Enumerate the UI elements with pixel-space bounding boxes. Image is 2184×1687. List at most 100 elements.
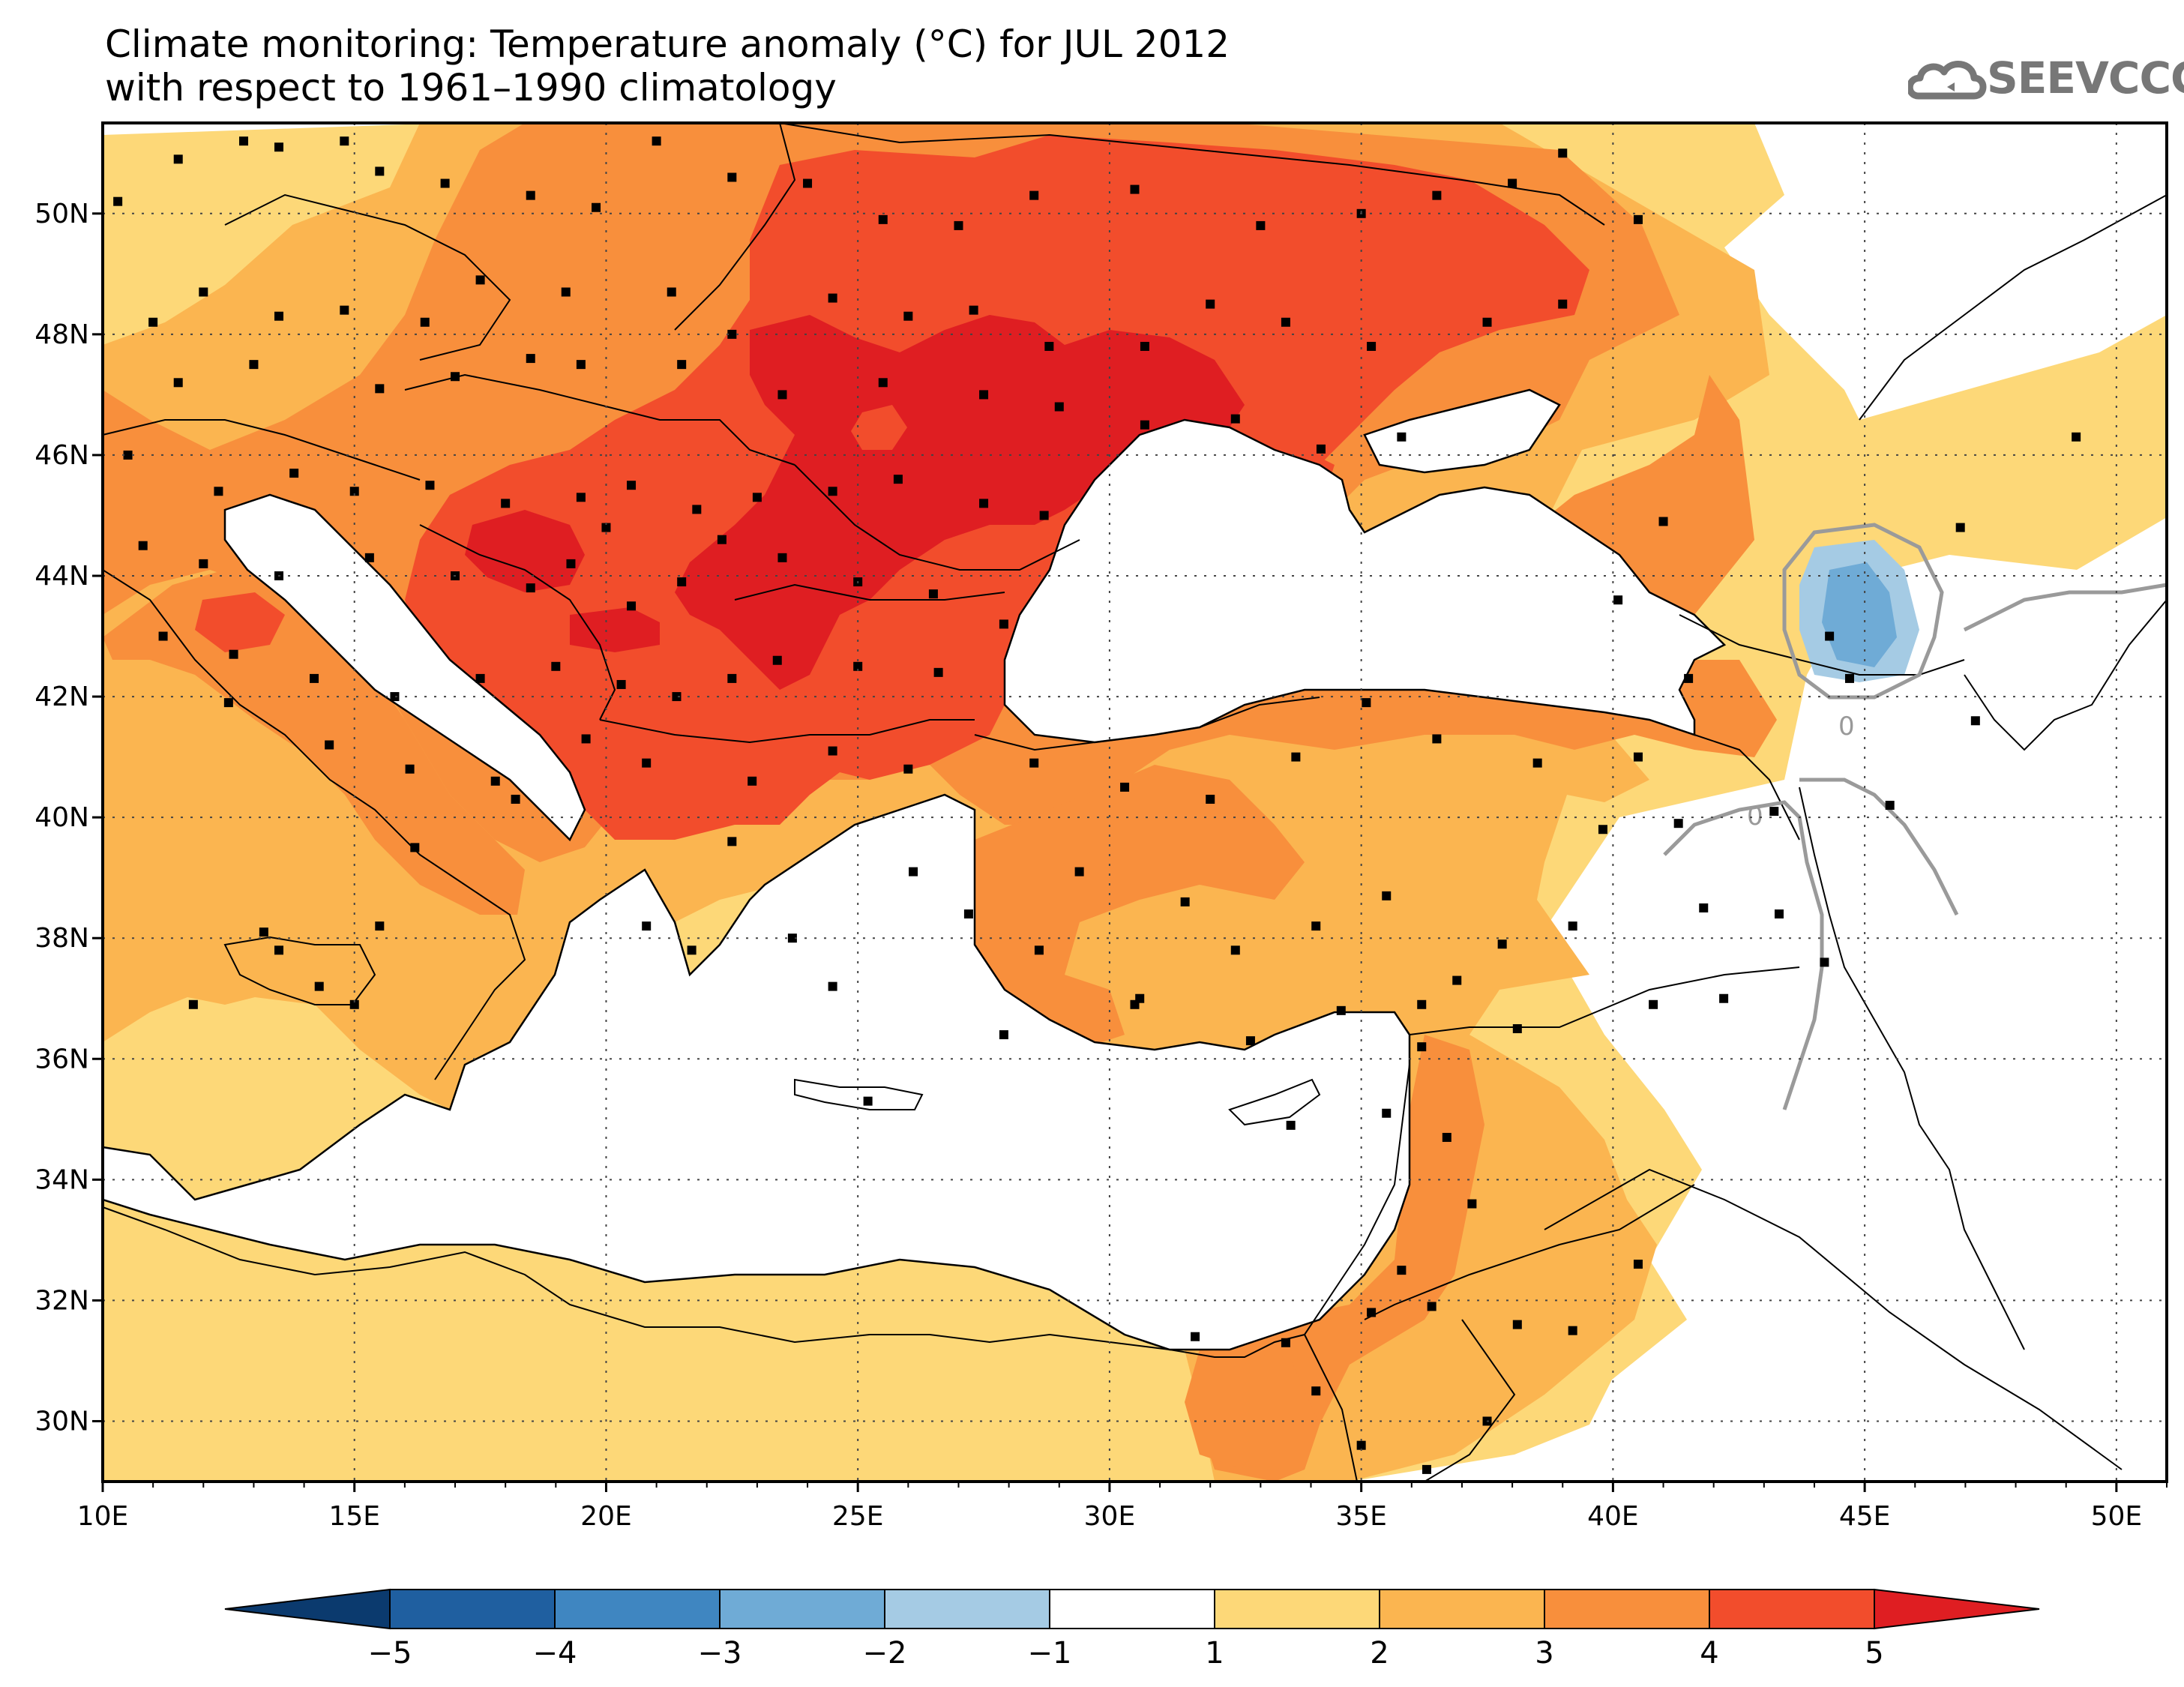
station-marker <box>274 142 284 152</box>
station-marker <box>364 553 374 562</box>
zero-contour-line-1 <box>1782 523 1944 700</box>
station-marker <box>903 764 913 774</box>
y-axis: 30N 32N 34N 36N 38N 40N 42N 44N 46N 48N 50N <box>34 199 103 1437</box>
station-marker <box>561 287 571 297</box>
station-marker <box>627 481 637 490</box>
border-turkey-east <box>1694 734 1800 841</box>
station-marker <box>576 493 586 502</box>
colorbar-label: −2 <box>863 1636 907 1671</box>
station-marker <box>1598 825 1607 835</box>
station-marker <box>1719 993 1729 1003</box>
station-marker <box>1281 1338 1290 1347</box>
station-marker <box>1336 1005 1346 1015</box>
station-marker <box>1558 299 1568 309</box>
station-marker <box>1397 1266 1407 1275</box>
y-tick-label: 34N <box>34 1164 89 1195</box>
border-caucasus <box>1679 614 1965 676</box>
station-marker <box>1356 1440 1366 1450</box>
station-marker <box>1467 1199 1477 1209</box>
station-marker <box>1649 999 1658 1009</box>
station-marker <box>1230 414 1240 424</box>
station-marker <box>340 136 349 146</box>
station-marker <box>188 999 198 1009</box>
station-marker <box>1955 523 1965 532</box>
anomaly-area-3-4-turkey <box>945 765 1305 1050</box>
station-marker <box>677 360 687 370</box>
border-bulgaria <box>734 583 1005 601</box>
colorbar-min-arrow <box>224 1588 391 1630</box>
x-tick-label: 30E <box>1084 1501 1136 1532</box>
station-marker <box>627 601 637 611</box>
station-marker <box>123 450 133 460</box>
border-sicily <box>223 936 376 1005</box>
border-cyprus <box>1228 1078 1321 1126</box>
station-marker <box>1367 1308 1377 1317</box>
station-marker <box>274 945 284 955</box>
anomaly-area-3-4-italy <box>103 570 525 915</box>
station-marker <box>1140 420 1149 430</box>
cloud-icon <box>1908 61 1987 100</box>
border-iran <box>1799 787 2025 1350</box>
station-marker <box>1245 1036 1255 1046</box>
station-marker <box>1558 148 1568 158</box>
y-tick-label: 32N <box>34 1285 89 1316</box>
station-marker <box>1256 220 1266 230</box>
station-marker <box>325 740 334 750</box>
station-marker <box>490 776 500 786</box>
colorbar-label: 3 <box>1535 1636 1553 1671</box>
anomaly-gap-romania <box>851 405 907 450</box>
station-marker <box>340 305 349 315</box>
station-marker <box>1130 184 1140 194</box>
station-marker <box>173 378 183 388</box>
station-marker <box>1825 631 1835 641</box>
x-tick-label: 50E <box>2091 1501 2143 1532</box>
colorbar-bin <box>1049 1589 1215 1629</box>
station-marker <box>903 311 913 321</box>
station-marker <box>1699 903 1709 912</box>
station-marker <box>1034 945 1044 955</box>
station-marker <box>828 981 837 991</box>
contour-label-b: 0 <box>1747 802 1763 832</box>
station-marker <box>1206 299 1215 309</box>
station-marker <box>1658 517 1668 526</box>
station-marker <box>576 360 586 370</box>
station-marker <box>1367 341 1377 351</box>
station-marker <box>1311 1386 1321 1396</box>
station-marker <box>642 758 652 768</box>
station-marker <box>1180 897 1190 906</box>
station-marker <box>1769 807 1779 817</box>
border-jordan <box>1364 1184 1695 1320</box>
station-marker <box>717 535 727 544</box>
station-marker <box>954 220 963 230</box>
station-marker <box>999 1030 1008 1040</box>
station-marker <box>672 692 682 702</box>
station-marker <box>199 559 208 568</box>
station-marker <box>405 764 415 774</box>
map-title: Climate monitoring: Temperature anomaly … <box>105 22 1230 109</box>
station-marker <box>1432 734 1442 744</box>
station-marker <box>138 541 148 550</box>
station-marker <box>199 287 208 297</box>
coastline-levant <box>1304 1011 1410 1335</box>
border-syria-turkey <box>1409 966 1800 1035</box>
colorbar-bin <box>1379 1589 1545 1629</box>
station-marker <box>475 673 485 683</box>
station-marker <box>878 378 888 388</box>
station-marker <box>425 481 435 490</box>
station-marker <box>1191 1332 1200 1341</box>
station-marker <box>667 287 676 297</box>
y-tick-label: 36N <box>34 1044 89 1074</box>
station-marker <box>969 305 978 315</box>
station-marker <box>289 469 299 478</box>
border-italy-coast <box>102 569 526 1080</box>
station-marker <box>1206 794 1215 804</box>
station-marker <box>979 390 989 400</box>
border-poland-ukraine <box>674 122 796 331</box>
station-marker <box>310 673 319 683</box>
border-caspian <box>1964 599 2168 751</box>
border-hungary <box>404 373 795 466</box>
station-marker <box>511 794 520 804</box>
station-marker <box>878 214 888 224</box>
colorbar-label: −1 <box>1028 1636 1072 1671</box>
